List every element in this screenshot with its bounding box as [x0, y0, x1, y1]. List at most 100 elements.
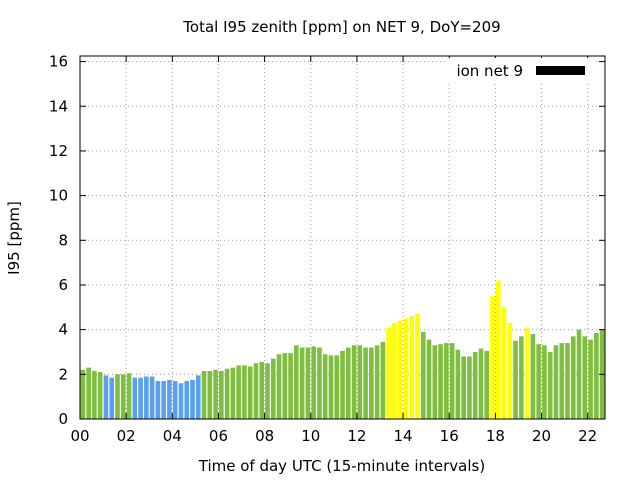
y-axis-label: I95 [ppm] — [5, 201, 23, 275]
bar — [490, 296, 495, 419]
bar — [167, 379, 172, 419]
grid-lines — [80, 56, 605, 419]
bar — [449, 343, 455, 419]
bar — [576, 329, 582, 419]
bar — [524, 327, 530, 419]
bar — [86, 367, 91, 419]
bar — [282, 353, 288, 419]
bar — [305, 347, 311, 419]
bar — [294, 345, 299, 419]
bar — [392, 322, 397, 419]
bar — [109, 377, 115, 419]
bar — [317, 347, 322, 419]
bar — [213, 369, 218, 419]
bar — [369, 347, 374, 419]
x-tick-label: 16 — [440, 427, 459, 445]
bar — [288, 353, 293, 419]
y-tick-label: 8 — [58, 231, 68, 249]
bar — [340, 350, 345, 419]
x-axis-label: Time of day UTC (15-minute intervals) — [198, 457, 485, 475]
x-tick-label: 10 — [301, 427, 320, 445]
bar — [201, 370, 207, 419]
x-tick-label: 04 — [163, 427, 182, 445]
bar — [432, 345, 438, 419]
bar — [328, 355, 334, 419]
bar — [501, 307, 507, 419]
bar — [155, 381, 161, 419]
bar — [570, 336, 576, 419]
bar — [259, 362, 265, 419]
bar — [311, 346, 316, 419]
bar — [513, 340, 518, 419]
bar — [190, 379, 195, 419]
bar — [276, 354, 282, 419]
bar — [144, 376, 149, 419]
bar — [444, 343, 449, 419]
bar — [530, 334, 536, 419]
bar — [519, 336, 524, 419]
bar — [270, 358, 276, 419]
bar — [553, 345, 559, 419]
bar — [380, 341, 386, 419]
x-tick-label: 02 — [117, 427, 136, 445]
legend: ion net 9 — [446, 58, 596, 82]
bar — [219, 370, 224, 419]
bar — [426, 339, 432, 419]
bar — [230, 367, 236, 419]
bar — [582, 336, 588, 419]
y-tick-label: 14 — [49, 97, 68, 115]
bar — [415, 314, 420, 419]
bar — [178, 383, 184, 419]
bar — [438, 344, 443, 419]
bar — [536, 344, 541, 419]
bar — [195, 375, 201, 419]
y-tick-label: 4 — [58, 321, 68, 339]
y-tick-label: 12 — [49, 142, 68, 160]
bar — [80, 369, 86, 419]
legend-label: ion net 9 — [456, 62, 523, 80]
bar — [247, 366, 253, 419]
bar — [126, 373, 132, 419]
legend-swatch — [536, 66, 585, 75]
bar — [357, 345, 363, 419]
bar — [334, 355, 340, 419]
x-tick-label: 14 — [394, 427, 413, 445]
x-tick-label: 12 — [347, 427, 366, 445]
x-tick-label: 18 — [486, 427, 505, 445]
x-tick-label: 20 — [532, 427, 551, 445]
plot-frame — [79, 55, 606, 420]
bar — [559, 343, 565, 419]
bar — [132, 377, 138, 419]
bar — [299, 347, 305, 419]
bar — [386, 327, 391, 419]
bar — [138, 377, 143, 419]
y-tick-label: 6 — [58, 276, 68, 294]
x-tick-label: 22 — [578, 427, 597, 445]
bar — [103, 375, 109, 419]
bar — [363, 347, 368, 419]
bar — [594, 332, 599, 419]
bar — [322, 354, 328, 419]
y-tick-label: 16 — [49, 53, 68, 71]
bar — [374, 345, 380, 419]
bar — [472, 351, 478, 419]
bar — [265, 363, 270, 419]
bar — [403, 318, 409, 419]
bar — [461, 356, 466, 419]
bar — [420, 331, 426, 419]
bar — [478, 348, 484, 419]
bar — [397, 320, 403, 419]
bar — [115, 374, 120, 419]
bar — [224, 368, 230, 419]
bar — [588, 339, 593, 419]
chart-title: Total I95 zenith [ppm] on NET 9, DoY=209 — [182, 18, 500, 36]
bar — [161, 381, 166, 419]
x-tick-label: 08 — [255, 427, 274, 445]
bar — [467, 356, 472, 419]
bar — [507, 322, 513, 419]
bar — [184, 381, 190, 419]
y-tick-label: 2 — [58, 365, 68, 383]
bar — [172, 381, 178, 419]
